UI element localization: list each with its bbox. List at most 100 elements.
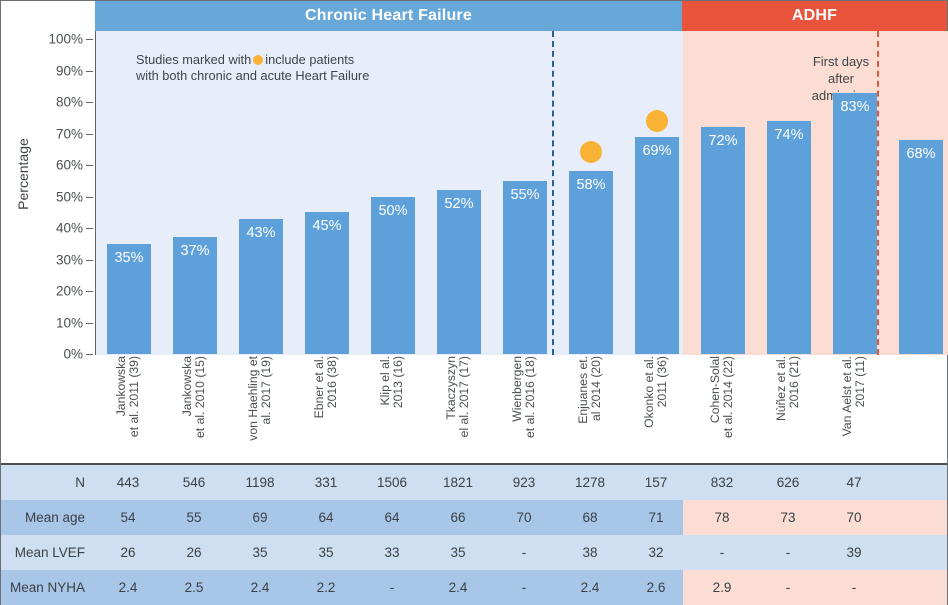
y-tick-mark [86,165,93,166]
table-cell: 73 [780,510,796,525]
table-cell: - [785,545,791,560]
y-tick-label: 40% [55,220,83,236]
bar-value-label: 37% [180,243,210,260]
y-tick-mark [86,291,93,292]
table-cell: - [521,545,527,560]
bar-value-label: 50% [378,202,408,219]
legend-orange-dot-icon [253,55,264,65]
bar-value-label: 43% [246,224,276,241]
table-row-header: Mean NYHA [9,580,85,595]
y-tick-label: 20% [55,283,83,299]
y-tick-mark [86,133,93,135]
bar: 55% [503,180,547,354]
x-axis-label-line2: 2016 (21) [787,356,801,409]
table-row-adhf-highlight [683,570,947,605]
divider-30-days [877,31,879,355]
table-cell: 35 [450,545,466,560]
annotation-first-days-line: First days [812,54,870,69]
x-axis-label: Ebner et al. 2016 (38) [312,356,339,459]
x-axis-label: Nùñez et al. 2016 (21) [774,356,801,459]
y-tick-label: 80% [55,94,83,110]
y-tick-label: 70% [55,126,83,141]
x-axis-label-line2: al. 2017 (19) [259,356,273,425]
table-cell: 2.9 [712,580,732,595]
table-cell: 2.5 [184,580,204,595]
summary-table: N 443 546 1198 331 1506 1821 923 1278 157 832 626 47… [1,463,947,605]
table-cell: 33 [384,545,400,560]
table-cell: 38 [582,545,598,560]
table-row: Mean LVEF 26 26 35 35 33 35 - 38 32 - - 39 [1,535,947,570]
table-cell: 78 [714,510,730,525]
y-tick-mark [86,228,93,229]
bar-value-label: 35% [114,249,144,266]
bar: 45% [305,212,349,354]
table-cell: 443 [116,475,140,490]
x-axis-label: Tkaczyszyn el al. 2017 (17) [444,356,471,459]
table-cell: 832 [710,475,734,490]
bar: 50% [371,196,415,354]
bar: 43% [239,218,283,354]
bar-value-label: 72% [708,133,738,150]
x-axis-label: Wienbergen et al. 2016 (18) [510,356,537,459]
table-cell: 64 [384,510,400,525]
x-axis-label: Okonko et al. 2011 (36) [642,356,669,459]
x-axis-label: Van Aelst et al. 2017 (11) [840,356,867,459]
bar: 72% [701,127,745,354]
table-cell: - [389,580,395,595]
table-cell: 26 [186,545,202,560]
x-axis-label-line2: 2016 (38) [325,356,339,409]
bar: 74% [767,120,811,354]
table-row-header: N [75,475,85,490]
banner-chronic-heart-failure: Chronic Heart Failure [95,1,682,31]
bar: 37% [173,237,217,354]
y-tick-label: 0% [63,346,83,362]
table-cell: 47 [846,475,862,490]
y-tick-mark [86,354,93,355]
bar: 52% [437,190,481,354]
table-row-header: Mean age [24,510,85,525]
table-cell: 2.4 [118,580,138,595]
x-axis-label-line2: et al. 2014 (22) [721,356,735,438]
table-cell: 64 [318,510,334,525]
table-cell: 35 [318,545,334,560]
bar-value-label: 55% [510,186,540,203]
x-axis-label: Enjuanes et. al 2014 (20) [576,356,603,459]
banner-chronic-label: Chronic Heart Failure [305,7,472,24]
banner-adhf: ADHF [682,1,947,31]
bar-value-label: 52% [444,196,474,213]
table-cell: 70 [516,510,532,525]
table-cell: 2.6 [646,580,666,595]
x-axis-label-line2: al 2014 (20) [589,356,603,422]
table-cell: 2.4 [580,580,600,595]
legend-text-line2: with both chronic and acute Heart Failur… [136,68,370,83]
x-axis-label: Jankowska et al. 2011 (39) [114,356,141,459]
divider-chronic-acute [552,31,554,355]
bar-value-label: 45% [312,218,342,235]
table-cell: 157 [644,475,668,490]
annotation-first-days-line: after [827,71,854,86]
banner-adhf-label: ADHF [791,7,838,24]
table-cell: 26 [120,545,136,560]
bar: 58% [569,171,613,354]
table-cell: 69 [252,510,268,525]
table-row: Mean age 54 55 69 64 64 66 70 68 71 78 73 70 [1,500,947,535]
y-tick-mark [86,196,93,198]
bar: 69% [635,136,679,354]
y-axis: Percentage 100% 90% 80% 70% 60% 50% 40% 30% 20% 1… [1,31,95,362]
table-cell: 1821 [442,475,474,490]
table-cell: 626 [776,475,800,490]
bar: 35% [107,243,151,354]
table-row-adhf-highlight [683,500,947,535]
x-axis-label-line2: 2013 (16) [391,356,405,409]
bar: 68% [899,139,943,354]
y-tick-mark [86,102,93,103]
x-axis-label: von Haehling et al. 2017 (19) [246,356,273,459]
x-axis-label: Cohen-Solal et al. 2014 (22) [708,356,735,459]
table-cell: - [785,580,791,595]
table-cell: 1198 [245,475,275,490]
y-tick-label: 90% [55,63,83,78]
table-cell: 32 [648,545,664,560]
x-axis-label-line2: el al. 2017 (17) [457,356,471,438]
bar: 83% [833,92,877,354]
